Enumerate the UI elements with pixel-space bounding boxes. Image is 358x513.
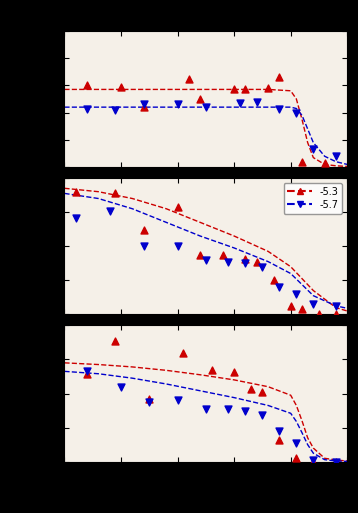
Text: #9084: #9084 (308, 17, 347, 30)
Point (333, 458, 339, 466)
Point (276, 283, 282, 291)
Point (84, 105, 90, 113)
Point (175, 203, 180, 211)
Point (243, 255, 248, 263)
Point (299, 305, 305, 313)
Point (276, 427, 282, 435)
Point (254, 258, 260, 266)
Point (299, 157, 305, 166)
Point (73, 214, 79, 223)
Point (310, 145, 316, 153)
Point (333, 302, 339, 310)
Point (175, 242, 180, 250)
Point (84, 367, 90, 376)
Point (260, 263, 265, 271)
Point (107, 207, 112, 215)
Legend: -5.3, -5.7: -5.3, -5.7 (284, 183, 342, 214)
Point (226, 405, 231, 413)
Point (112, 337, 118, 345)
Point (333, 458, 339, 466)
Point (220, 251, 226, 259)
Point (294, 454, 299, 462)
Point (141, 242, 146, 250)
Point (186, 74, 192, 83)
Point (265, 84, 271, 92)
Point (310, 300, 316, 308)
Point (118, 83, 124, 91)
Point (226, 258, 231, 266)
Point (84, 370, 90, 378)
Point (260, 410, 265, 419)
Point (322, 159, 328, 167)
Point (175, 101, 180, 109)
Point (175, 396, 180, 404)
Point (276, 436, 282, 444)
X-axis label: $\rho_{pol}$: $\rho_{pol}$ (195, 482, 216, 497)
Point (197, 251, 203, 260)
Point (118, 383, 124, 391)
Point (243, 259, 248, 267)
Point (203, 256, 209, 264)
Point (333, 310, 339, 319)
Point (294, 108, 299, 116)
Point (141, 226, 146, 234)
Point (146, 395, 152, 403)
Point (276, 73, 282, 81)
Point (141, 103, 146, 111)
Point (112, 189, 118, 198)
Point (288, 302, 294, 310)
Point (203, 405, 209, 413)
Y-axis label: $n_e$ ($\times 10^{19}$ m$^{-3}$): $n_e$ ($\times 10^{19}$ m$^{-3}$) (26, 59, 42, 139)
Point (294, 439, 299, 447)
Point (243, 85, 248, 93)
Y-axis label: $P_e$ (kJ/m$^3$): $P_e$ (kJ/m$^3$) (26, 368, 42, 419)
Point (316, 310, 322, 319)
Y-axis label: $T_e$ (eV): $T_e$ (eV) (25, 228, 38, 265)
Point (203, 103, 209, 111)
Point (271, 276, 277, 284)
Point (310, 456, 316, 464)
Point (254, 97, 260, 106)
Point (73, 188, 79, 196)
Point (231, 368, 237, 376)
Point (310, 458, 316, 466)
Point (141, 101, 146, 109)
Point (84, 81, 90, 89)
Point (197, 95, 203, 103)
Point (112, 106, 118, 114)
Point (333, 152, 339, 161)
Point (146, 398, 152, 406)
Point (294, 290, 299, 298)
Point (276, 105, 282, 113)
Point (237, 99, 243, 107)
Point (243, 407, 248, 416)
Point (180, 348, 186, 357)
Point (231, 85, 237, 93)
Point (248, 385, 254, 393)
Point (209, 366, 214, 374)
Point (260, 388, 265, 396)
